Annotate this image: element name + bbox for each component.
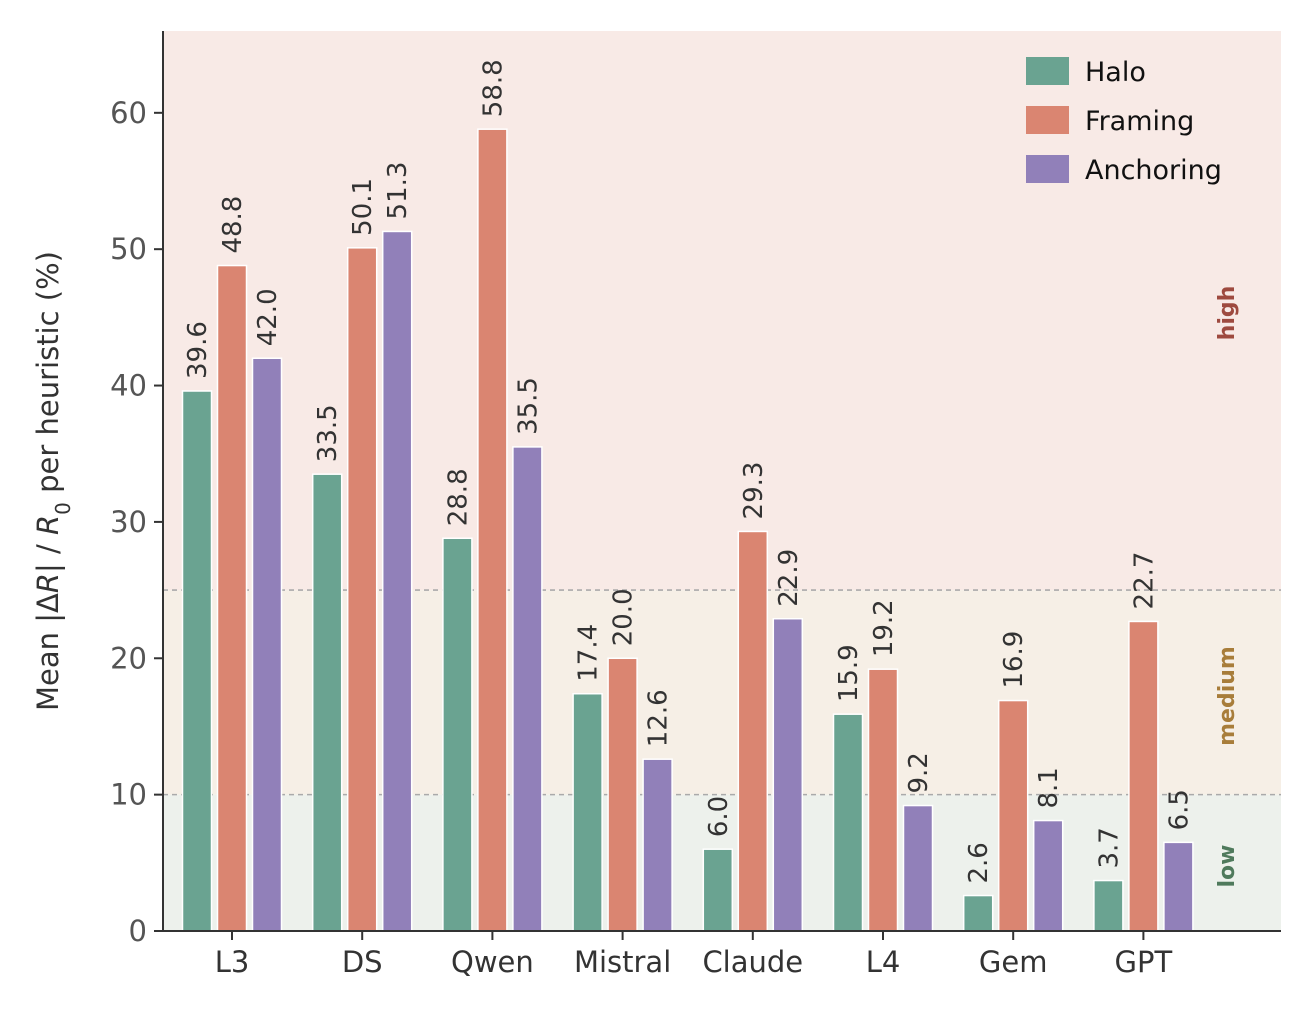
- value-labels: 39.6 33.5 28.8 17.4 6.0 15.9 2.6 3.7 48.8 50.1 58.…: [183, 59, 1194, 883]
- bar-halo-gpt: [1093, 879, 1124, 932]
- y-tick-label: 60: [110, 96, 147, 130]
- bars: [181, 128, 1194, 932]
- bar-framing-qwen: [477, 128, 508, 932]
- value-label: 16.9: [999, 631, 1029, 689]
- bar-framing-claude: [737, 530, 769, 932]
- value-label: 6.0: [704, 796, 734, 837]
- value-label: 48.8: [218, 196, 248, 254]
- legend-swatch-framing: [1026, 106, 1069, 134]
- value-label: 39.6: [183, 321, 213, 379]
- bar-halo-qwen: [442, 537, 473, 932]
- bar-anchoring-mistral: [642, 758, 673, 932]
- value-label: 42.0: [253, 288, 283, 346]
- value-label: 22.7: [1129, 552, 1159, 610]
- bar-framing-gem: [997, 699, 1029, 932]
- x-tick-label: Mistral: [574, 945, 671, 979]
- y-tick-label: 0: [129, 914, 147, 948]
- bar-framing-l4: [867, 668, 899, 932]
- legend: Halo Framing Anchoring: [1026, 57, 1222, 186]
- value-label: 9.2: [904, 752, 934, 793]
- bar-framing-gpt: [1128, 620, 1159, 932]
- value-label: 28.8: [443, 468, 473, 526]
- bar-halo-gem: [962, 894, 994, 932]
- y-axis-label: Mean |ΔR| / R0 per heuristic (%): [31, 251, 75, 711]
- bar-framing-l3: [216, 264, 248, 932]
- value-label: 58.8: [478, 59, 508, 117]
- bar-halo-ds: [311, 473, 343, 932]
- bar-anchoring-qwen: [512, 446, 543, 932]
- y-tick-label: 40: [110, 369, 147, 403]
- y-tick-label: 20: [110, 641, 147, 675]
- value-label: 12.6: [644, 689, 674, 747]
- bar-halo-claude: [702, 848, 734, 932]
- legend-label-anchoring: Anchoring: [1085, 155, 1222, 186]
- bar-framing-mistral: [607, 657, 638, 932]
- x-tick-label: L4: [866, 945, 901, 979]
- zone-label-low: low: [1215, 845, 1240, 888]
- zone-label-medium: medium: [1215, 646, 1240, 746]
- bar-anchoring-l4: [902, 804, 934, 932]
- x-tick-label: Qwen: [451, 945, 534, 979]
- legend-swatch-anchoring: [1026, 155, 1069, 183]
- legend-label-framing: Framing: [1085, 106, 1194, 137]
- legend-swatch-halo: [1026, 57, 1069, 85]
- value-label: 33.5: [313, 404, 343, 462]
- y-tick-label: 10: [110, 778, 147, 812]
- bar-anchoring-gpt: [1163, 841, 1194, 932]
- value-label: 19.2: [869, 599, 899, 657]
- value-label: 51.3: [383, 162, 413, 220]
- value-label: 15.9: [834, 644, 864, 702]
- y-tick-label: 30: [110, 505, 147, 539]
- value-label: 20.0: [609, 588, 639, 646]
- value-label: 3.7: [1094, 827, 1124, 868]
- y-tick-label: 50: [110, 232, 147, 266]
- bar-framing-ds: [346, 247, 378, 932]
- x-tick-label: Claude: [702, 945, 803, 979]
- x-tick-label: Gem: [979, 945, 1048, 979]
- bar-halo-mistral: [572, 692, 603, 932]
- value-label: 6.5: [1164, 789, 1194, 830]
- value-label: 8.1: [1034, 767, 1064, 808]
- value-label: 29.3: [739, 462, 769, 520]
- bar-anchoring-claude: [772, 617, 804, 932]
- value-label: 35.5: [513, 377, 543, 435]
- x-tick-label: L3: [215, 945, 250, 979]
- value-label: 22.9: [774, 549, 804, 607]
- bar-anchoring-ds: [381, 230, 413, 932]
- value-label: 2.6: [964, 842, 994, 883]
- bar-anchoring-gem: [1032, 819, 1064, 932]
- bar-halo-l3: [181, 390, 213, 932]
- x-tick-label: GPT: [1115, 945, 1173, 979]
- legend-label-halo: Halo: [1085, 57, 1146, 88]
- x-tick-label: DS: [342, 945, 383, 979]
- zone-label-high: high: [1215, 286, 1240, 341]
- value-label: 17.4: [574, 624, 604, 682]
- bar-halo-l4: [832, 713, 864, 932]
- bar-anchoring-l3: [251, 357, 283, 932]
- value-label: 50.1: [348, 178, 378, 236]
